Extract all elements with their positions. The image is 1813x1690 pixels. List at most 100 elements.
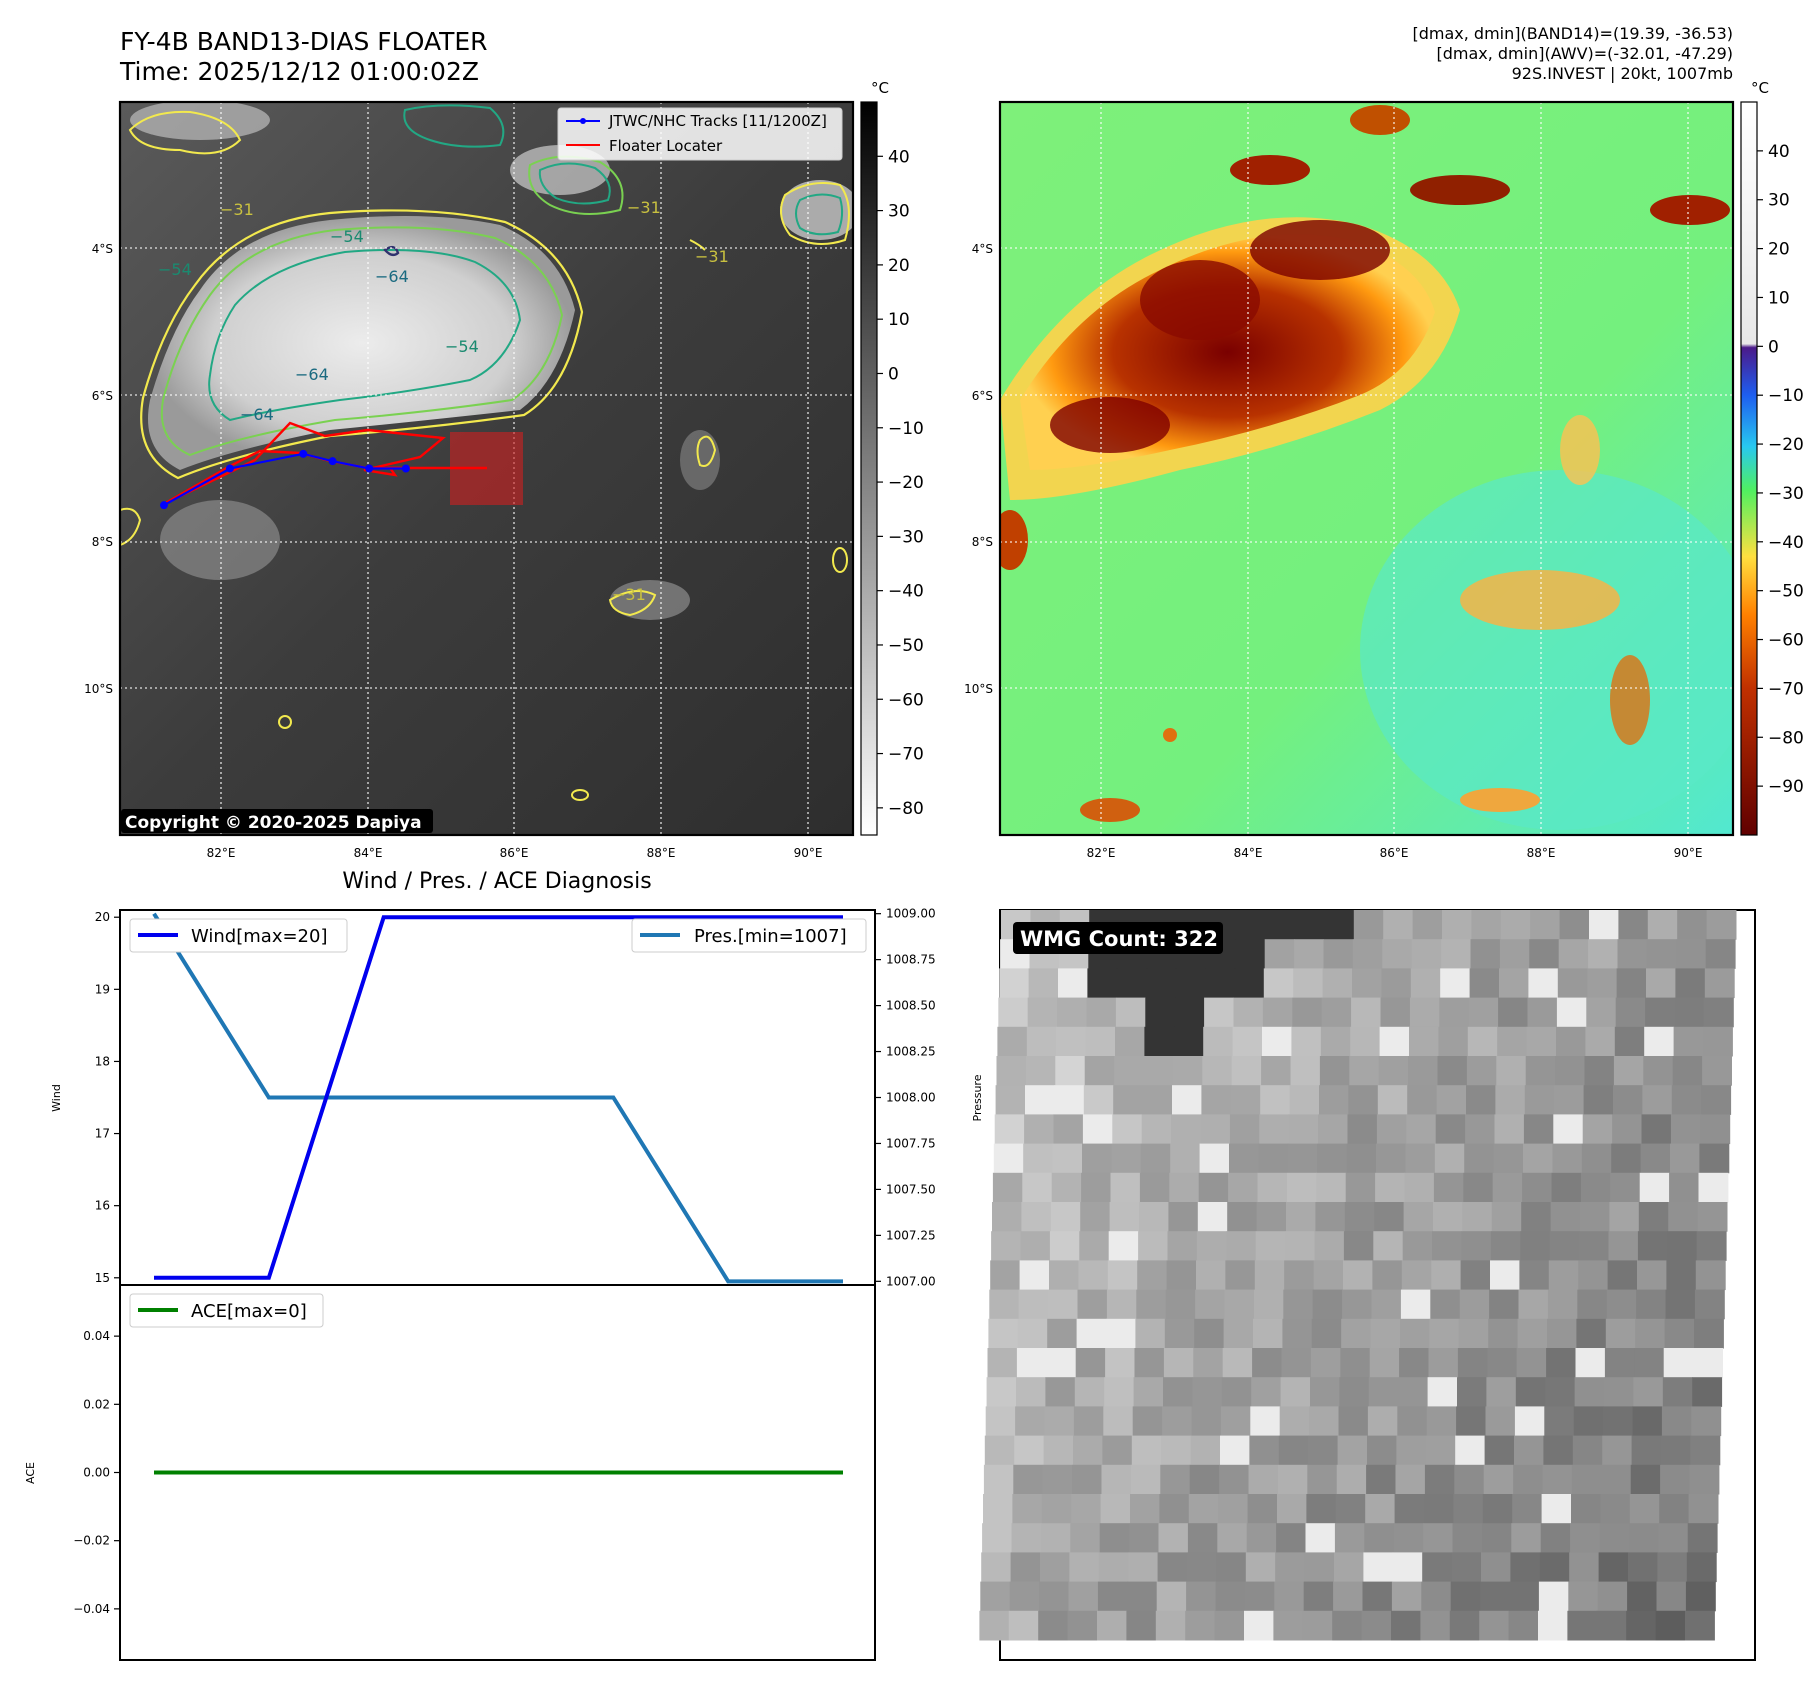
contour-label: −54 — [330, 227, 364, 246]
figure-title: FY-4B BAND13-DIAS FLOATER — [120, 27, 488, 56]
colorbar-tick-label: −60 — [1768, 631, 1804, 651]
lon-tick: 86°E — [500, 846, 529, 860]
pressure-tick-label: 1008.25 — [886, 1045, 936, 1059]
colorbar-tick-label: −40 — [888, 582, 924, 602]
pressure-tick-label: 1007.25 — [886, 1228, 936, 1242]
lon-tick: 82°E — [207, 846, 236, 860]
track-point — [299, 449, 308, 458]
figure-time: Time: 2025/12/12 01:00:02Z — [119, 57, 479, 86]
pressure-tick-label: 1007.00 — [886, 1274, 936, 1288]
wind-axis-label: Wind — [50, 1084, 63, 1112]
ace-tick-label: −0.02 — [73, 1534, 110, 1548]
colorbar-tick-label: −10 — [888, 419, 924, 439]
awv-map-frame — [998, 100, 1735, 837]
awv-imagery — [1000, 102, 1733, 835]
colorbar-tick-label: −30 — [1768, 484, 1804, 504]
colorbar-tick-label: 10 — [888, 310, 910, 330]
floater-locater-path — [161, 421, 487, 507]
copyright-text: Copyright © 2020-2025 Dapiya — [125, 813, 422, 833]
contour-label: −31 — [695, 247, 729, 266]
info-awv: [dmax, dmin](AWV)=(-32.01, -47.29) — [1436, 44, 1733, 63]
lon-tick: 88°E — [1527, 846, 1556, 860]
lat-tick: 4°S — [92, 242, 113, 256]
track-point — [401, 464, 410, 473]
contour-label: −64 — [295, 365, 329, 384]
awv-map-axes: 82°E 84°E 86°E 88°E 90°E 4°S 6°S 8°S 10°… — [964, 242, 1702, 860]
pressure-tick-label: 1009.00 — [886, 907, 936, 921]
wmg-count-label: WMG Count: 322 — [1020, 927, 1218, 951]
colorbar-unit: °C — [871, 79, 889, 97]
legend-tracks-label: JTWC/NHC Tracks [11/1200Z] — [608, 112, 827, 130]
wind-tick-label: 16 — [95, 1199, 110, 1213]
pressure-legend: Pres.[min=1007] — [631, 918, 867, 953]
wind-tick-label: 20 — [95, 910, 110, 924]
lat-tick: 6°S — [972, 389, 993, 403]
ir-map-panel: −31 −31 −31 −54 −54 −64 −64 −64 −54 −31 … — [84, 100, 855, 860]
wind-tick-label: 18 — [95, 1054, 110, 1068]
awv-colorbar: °C 40 30 20 10 0 −10 −20 −30 −40 −50 −60 −70 −80 −90 — [1740, 79, 1804, 836]
colorbar-tick-label: 30 — [1768, 191, 1790, 211]
ace-legend: ACE[max=0] — [129, 1293, 324, 1328]
pressure-tick-label: 1008.75 — [886, 953, 936, 967]
lat-tick: 8°S — [92, 535, 113, 549]
colorbar-tick-label: −50 — [888, 636, 924, 656]
colorbar-tick-label: −20 — [1768, 435, 1804, 455]
colorbar-tick-label: 40 — [1768, 142, 1790, 162]
track-line — [163, 452, 406, 507]
wind-legend: Wind[max=20] — [129, 918, 348, 953]
colorbar-tick-label: −60 — [888, 690, 924, 710]
lon-tick: 90°E — [1674, 846, 1703, 860]
colorbar-tick-label: −40 — [1768, 533, 1804, 553]
ir-map-axes: 82°E 84°E 86°E 88°E 90°E 4°S 6°S 8°S 10°… — [84, 242, 822, 860]
pressure-tick-label: 1007.75 — [886, 1136, 936, 1150]
ace-chart: 0.04 0.02 0.00 −0.02 −0.04 ACE ACE[max=0] — [24, 1284, 876, 1661]
track-point — [328, 457, 337, 466]
lon-tick: 84°E — [354, 846, 383, 860]
colorbar-tick-label: −90 — [1768, 777, 1804, 797]
colorbar-unit: °C — [1751, 79, 1769, 97]
wind-tick-label: 15 — [95, 1271, 110, 1285]
colorbar-tick-label: −70 — [888, 745, 924, 765]
contour-label: −31 — [220, 200, 254, 219]
legend-floater-label: Floater Locater — [609, 137, 723, 155]
wind-tick-label: 19 — [95, 982, 110, 996]
colorbar-tick-label: −80 — [1768, 728, 1804, 748]
pressure-tick-label: 1007.50 — [886, 1182, 936, 1196]
pressure-series-line — [152, 912, 843, 1284]
lon-tick: 82°E — [1087, 846, 1116, 860]
lon-tick: 86°E — [1380, 846, 1409, 860]
colorbar-tick-label: −30 — [888, 527, 924, 547]
lat-tick: 10°S — [84, 682, 113, 696]
contour-label: −64 — [240, 405, 274, 424]
contour-label: −64 — [375, 267, 409, 286]
ace-tick-label: 0.02 — [83, 1397, 110, 1411]
map-legend: JTWC/NHC Tracks [11/1200Z] Floater Locat… — [557, 107, 843, 161]
ir-map-frame — [118, 100, 855, 837]
wind-pressure-chart: 20 19 18 17 16 15 1009.00 1008.75 1008.50 1008.2… — [50, 907, 984, 1289]
colorbar-tick-label: 0 — [1768, 337, 1779, 357]
lat-tick: 8°S — [972, 535, 993, 549]
ir-colorbar: °C 40 30 20 10 0 −10 −20 −30 −40 −50 −60 −70 −80 — [860, 79, 924, 836]
info-band14: [dmax, dmin](BAND14)=(19.39, -36.53) — [1413, 24, 1734, 43]
colorbar-tick-label: 20 — [888, 256, 910, 276]
colorbar-tick-label: −80 — [888, 799, 924, 819]
pressure-axis-label: Pressure — [971, 1074, 984, 1121]
wind-series-line — [154, 915, 843, 1280]
colorbar-tick-label: −10 — [1768, 386, 1804, 406]
ace-tick-label: −0.04 — [73, 1602, 110, 1616]
lat-tick: 4°S — [972, 242, 993, 256]
wind-tick-label: 17 — [95, 1127, 110, 1141]
contour-label: −31 — [627, 198, 661, 217]
colorbar-tick-label: −20 — [888, 473, 924, 493]
ir-imagery — [120, 102, 853, 835]
legend-ace-label: ACE[max=0] — [191, 1301, 307, 1322]
awv-map-panel: 82°E 84°E 86°E 88°E 90°E 4°S 6°S 8°S 10°… — [964, 100, 1735, 860]
colorbar-tick-label: 30 — [888, 202, 910, 222]
track-layer — [159, 449, 410, 510]
colorbar-tick-label: 20 — [1768, 240, 1790, 260]
ace-axis-label: ACE — [24, 1462, 37, 1484]
colorbar-tick-label: 10 — [1768, 288, 1790, 308]
lon-tick: 88°E — [647, 846, 676, 860]
colorbar-tick-label: 0 — [888, 364, 899, 384]
